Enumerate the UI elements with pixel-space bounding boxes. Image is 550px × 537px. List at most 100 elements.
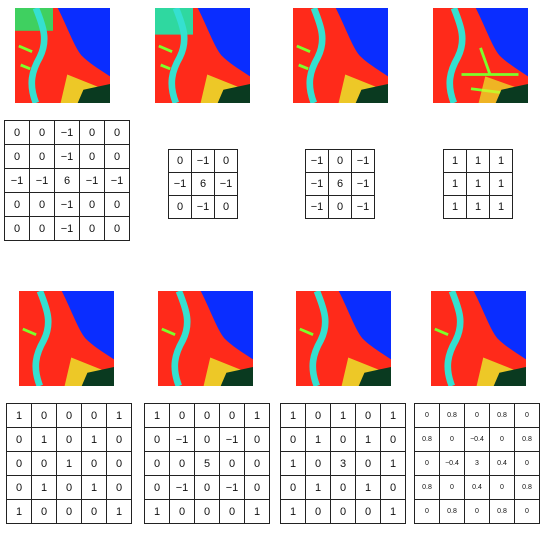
kernel-cell: 0 — [29, 192, 55, 217]
kernel-cell: 0 — [6, 451, 32, 476]
kernel-cell: 0 — [79, 144, 105, 169]
filtered-image-top-1 — [15, 8, 110, 103]
kernel-cell: −1 — [169, 475, 195, 500]
kernel-row: −1 6 −1 — [305, 172, 375, 196]
kernel-top-3: −1 0 −1 −1 6 −1 −1 0 −1 — [305, 149, 375, 219]
kernel-cell: 0 — [29, 144, 55, 169]
kernel-cell: 0 — [168, 195, 192, 219]
kernel-cell: 0 — [305, 403, 331, 428]
kernel-cell: −1 — [219, 475, 245, 500]
kernel-top-2: 0 −1 0 −1 6 −1 0 −1 0 — [168, 149, 238, 219]
kernel-cell: 1 — [81, 475, 107, 500]
kernel-cell: 3 — [330, 451, 356, 476]
kernel-cell: 0 — [305, 499, 331, 524]
kernel-cell: 0 — [464, 403, 490, 428]
kernel-cell: 0 — [214, 149, 238, 173]
kernel-cell: 0 — [4, 216, 30, 241]
kernel-cell: 0.8 — [439, 499, 465, 524]
kernel-cell: 0 — [219, 403, 245, 428]
kernel-cell: 1 — [443, 149, 467, 173]
kernel-cell: −0.4 — [464, 427, 490, 452]
kernel-cell: 0.8 — [514, 427, 540, 452]
kernel-row: 0 0.8 0 0.8 0 — [414, 499, 540, 524]
kernel-row: −1 −1 6 −1 −1 — [4, 168, 130, 193]
kernel-cell: 1 — [330, 403, 356, 428]
kernel-cell: 0 — [194, 427, 220, 452]
kernel-cell: 1 — [305, 475, 331, 500]
kernel-cell: −1 — [54, 192, 80, 217]
kernel-cell: −0.4 — [439, 451, 465, 476]
kernel-cell: 1 — [355, 475, 381, 500]
kernel-cell: 1 — [144, 403, 170, 428]
kernel-cell: 0 — [414, 451, 440, 476]
kernel-cell: 0 — [81, 403, 107, 428]
kernel-cell: 0.8 — [489, 499, 515, 524]
kernel-cell: 1 — [31, 427, 57, 452]
kernel-cell: 0 — [81, 451, 107, 476]
kernel-cell: 0 — [464, 499, 490, 524]
kernel-cell: 6 — [54, 168, 80, 193]
kernel-cell: −1 — [191, 149, 215, 173]
kernel-cell: 1 — [380, 451, 406, 476]
kernel-cell: 1 — [280, 451, 306, 476]
kernel-cell: 0 — [194, 403, 220, 428]
kernel-cell: −1 — [54, 144, 80, 169]
kernel-cell: 0 — [106, 475, 132, 500]
kernel-cell: −1 — [54, 120, 80, 145]
kernel-cell: 1 — [106, 499, 132, 524]
kernel-cell: 1 — [56, 451, 82, 476]
kernel-row: −1 0 −1 — [305, 149, 375, 173]
filtered-image-top-2 — [155, 8, 250, 103]
kernel-cell: 0 — [31, 403, 57, 428]
filtered-image-bottom-3 — [296, 291, 391, 386]
kernel-cell: 1 — [380, 403, 406, 428]
kernel-cell: 0 — [144, 451, 170, 476]
kernel-cell: 1 — [489, 172, 513, 196]
kernel-cell: 0 — [79, 216, 105, 241]
kernel-cell: 0 — [56, 499, 82, 524]
kernel-cell: 0 — [514, 451, 540, 476]
kernel-cell: 0 — [244, 427, 270, 452]
kernel-cell: 0.8 — [489, 403, 515, 428]
kernel-cell: 1 — [466, 195, 490, 219]
kernel-cell: −1 — [351, 195, 375, 219]
kernel-cell: −1 — [219, 427, 245, 452]
kernel-cell: −1 — [191, 195, 215, 219]
kernel-cell: 1 — [6, 403, 32, 428]
kernel-cell: 1 — [443, 172, 467, 196]
kernel-cell: 0.4 — [489, 451, 515, 476]
kernel-cell: 1 — [280, 403, 306, 428]
kernel-cell: 0 — [330, 475, 356, 500]
kernel-row: 0 −1 0 −1 0 — [144, 427, 270, 452]
kernel-cell: −1 — [54, 216, 80, 241]
kernel-cell: −1 — [351, 172, 375, 196]
kernel-cell: 1 — [489, 195, 513, 219]
kernel-cell: −1 — [305, 172, 329, 196]
kernel-cell: 0 — [169, 499, 195, 524]
kernel-cell: 1 — [81, 427, 107, 452]
kernel-cell: 0 — [31, 451, 57, 476]
kernel-row: −1 0 −1 — [305, 195, 375, 219]
kernel-row: 0 −0.4 3 0.4 0 — [414, 451, 540, 476]
kernel-cell: 0 — [29, 120, 55, 145]
kernel-cell: 0 — [328, 195, 352, 219]
kernel-cell: 0 — [439, 475, 465, 500]
kernel-cell: 0 — [79, 192, 105, 217]
kernel-cell: −1 — [168, 172, 192, 196]
kernel-cell: 0 — [328, 149, 352, 173]
kernel-cell: 0 — [330, 427, 356, 452]
kernel-cell: −1 — [104, 168, 130, 193]
kernel-cell: 3 — [464, 451, 490, 476]
kernel-cell: 6 — [191, 172, 215, 196]
filtered-image-bottom-4 — [431, 291, 526, 386]
kernel-cell: 0 — [169, 451, 195, 476]
